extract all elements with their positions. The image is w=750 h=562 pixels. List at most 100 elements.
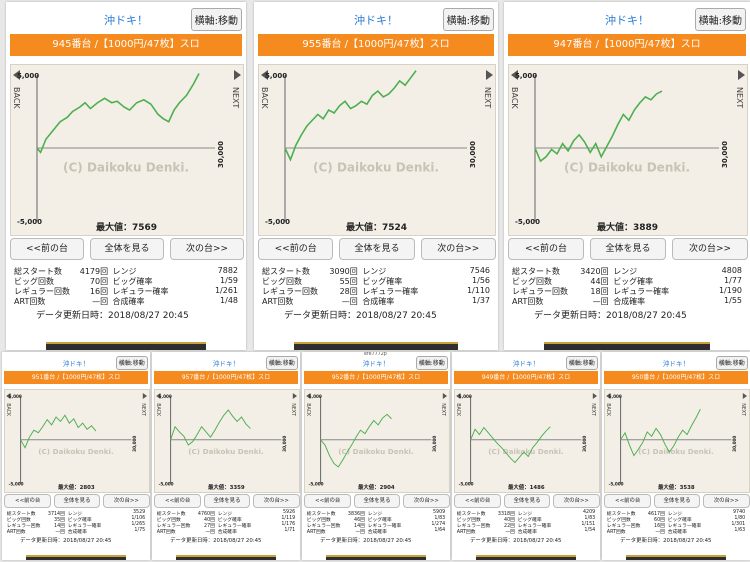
stats-row: レギュラー回数 27回 レギュラー確率 1/176 (157, 522, 295, 530)
bottom-bar-accent (26, 555, 126, 558)
stat-value: 16回 (654, 524, 665, 530)
stat-label: レギュラー確率 (112, 287, 169, 296)
stat-value: —回 (592, 297, 609, 306)
next-machine-button[interactable]: 次の台>> (170, 238, 244, 260)
axis-move-button[interactable]: 横軸:移動 (190, 8, 242, 31)
machine-header: 947番台 /【1000円/47枚】スロ (508, 34, 746, 56)
max-value: 7569 (132, 223, 158, 233)
stat-value: 1/274 (431, 522, 446, 528)
bottom-bar-accent (326, 555, 426, 558)
view-all-button[interactable]: 全体を見る (653, 493, 701, 508)
axis-move-button[interactable]: 横軸:移動 (565, 355, 598, 371)
view-all-button[interactable]: 全体を見る (339, 238, 415, 260)
stat-label: ART回数 (6, 530, 26, 536)
view-all-button[interactable]: 全体を見る (203, 493, 251, 508)
graph-area: BACK NEXT 5,000 -5,000 30,000 (C) Daikoku Den… (154, 389, 300, 494)
axis-move-button[interactable]: 横軸:移動 (442, 8, 494, 31)
stat-label: ART回数 (606, 530, 626, 536)
phone-screen-panel: 沖ドキ！ 横軸:移動 947番台 /【1000円/47枚】スロ BACK NEXT 5,0… (504, 2, 750, 350)
prev-machine-button[interactable]: <<前の台 (604, 493, 651, 508)
axis-move-button[interactable]: 横軸:移動 (694, 8, 746, 31)
stat-value: 18回 (590, 287, 609, 296)
stat-value: 44回 (590, 277, 609, 286)
stat-value: 3420回 (580, 267, 609, 276)
next-label: NEXT (735, 87, 744, 108)
phone-screen-panel: 沖ドキ！ 横軸:移動 957番台 /【1000円/47枚】スロ BACK NEXT 5,0… (152, 352, 300, 560)
prev-machine-button[interactable]: <<前の台 (454, 493, 501, 508)
stats-row: ART回数 —回 合成確率 1/55 (512, 296, 742, 306)
stat-value: 3318回 (497, 512, 515, 518)
stat-value: 40回 (504, 518, 515, 524)
prev-machine-button[interactable]: <<前の台 (508, 238, 584, 260)
axis-move-button[interactable]: 横軸:移動 (715, 355, 748, 371)
stat-label: レギュラー確率 (667, 524, 702, 530)
max-label: 最大値： (96, 223, 133, 233)
stat-value: —回 (655, 530, 665, 536)
stat-value: 1/56 (472, 276, 490, 285)
prev-machine-button[interactable]: <<前の台 (4, 493, 51, 508)
slump-line (470, 426, 552, 464)
next-machine-button[interactable]: 次の台>> (420, 238, 496, 260)
graph-area: BACK NEXT 5,000 -5,000 30,000 (C) Daikoku Den… (4, 389, 150, 494)
graph-area: BACK NEXT 5,000 -5,000 30,000 (C) Daikoku Den… (604, 389, 750, 494)
bottom-menu-bar (626, 555, 726, 560)
stat-value: 1/55 (724, 296, 742, 305)
stats-table: 総スタート数 4179回 レンジ 7882 ビッグ回数 70回 ビッグ確率 1/59 レギュラー… (14, 266, 238, 306)
view-all-button[interactable]: 全体を見る (90, 238, 164, 260)
x-end-label: 30,000 (733, 436, 738, 452)
stats-row: ART回数 —回 合成確率 1/37 (262, 296, 490, 306)
next-arrow-icon (234, 70, 241, 80)
stat-value: 1/80 (734, 516, 746, 522)
view-all-button[interactable]: 全体を見る (503, 493, 551, 508)
stats-table: 総スタート数 4760回 レンジ 5926 ビッグ回数 40回 ビッグ確率 1/119 レギュラ… (157, 510, 295, 535)
prev-machine-button[interactable]: <<前の台 (154, 493, 201, 508)
view-all-button[interactable]: 全体を見る (590, 238, 666, 260)
stat-label: ビッグ回数 (306, 518, 331, 524)
next-machine-button[interactable]: 次の台>> (253, 493, 300, 508)
stat-value: 1/110 (466, 286, 490, 295)
stat-label: ビッグ確率 (613, 277, 654, 286)
prev-machine-button[interactable]: <<前の台 (10, 238, 84, 260)
axis-move-button[interactable]: 横軸:移動 (115, 355, 148, 371)
stat-value: —回 (505, 530, 515, 536)
prev-machine-button[interactable]: <<前の台 (258, 238, 334, 260)
next-machine-button[interactable]: 次の台>> (403, 493, 450, 508)
next-machine-button[interactable]: 次の台>> (553, 493, 600, 508)
stats-row: レギュラー回数 16回 レギュラー確率 1/301 (607, 522, 745, 530)
view-all-button[interactable]: 全体を見る (353, 493, 401, 508)
x-end-label: 30,000 (583, 436, 588, 452)
stat-label: ART回数 (262, 297, 294, 306)
graph-area: BACK NEXT 5,000 -5,000 30,000 (C) Daikoku Den… (258, 64, 496, 236)
graph-area: BACK NEXT 5,000 -5,000 30,000 (C) Daikoku Den… (10, 64, 244, 236)
stat-value: 27回 (204, 524, 215, 530)
next-machine-button[interactable]: 次の台>> (103, 493, 150, 508)
stat-label: 総スタート数 (14, 267, 62, 276)
stats-table: 総スタート数 3090回 レンジ 7546 ビッグ回数 55回 ビッグ確率 1/56 レギュラー… (262, 266, 490, 306)
stats-row: レギュラー回数 16回 レギュラー確率 1/261 (14, 286, 238, 296)
stat-label: レンジ (667, 512, 683, 518)
graph-area: BACK NEXT 5,000 -5,000 30,000 (C) Daikoku Den… (454, 389, 600, 494)
next-arrow-icon (443, 393, 448, 400)
axis-move-button[interactable]: 横軸:移動 (415, 355, 448, 371)
view-all-button[interactable]: 全体を見る (53, 493, 101, 508)
stat-value: 60回 (654, 518, 665, 524)
stat-label: 総スタート数 (6, 512, 36, 518)
stats-row: ビッグ回数 40回 ビッグ確率 1/83 (457, 516, 595, 524)
axis-move-button[interactable]: 横軸:移動 (265, 355, 298, 371)
stat-label: ビッグ回数 (6, 518, 31, 524)
stats-row: 総スタート数 3090回 レンジ 7546 (262, 266, 490, 276)
y-bottom-label: -5,000 (309, 482, 324, 487)
stat-label: レンジ (367, 512, 383, 518)
watermark: (C) Daikoku Denki. (639, 447, 714, 456)
max-value-label: 最大値：7524 (346, 220, 407, 233)
next-machine-button[interactable]: 次の台>> (703, 493, 750, 508)
prev-machine-button[interactable]: <<前の台 (304, 493, 351, 508)
stat-value: 4179回 (79, 267, 109, 276)
max-value: 1486 (529, 484, 545, 491)
stats-table: 総スタート数 3420回 レンジ 4808 ビッグ回数 44回 ビッグ確率 1/77 レギュラー… (512, 266, 742, 306)
data-updated-time: データ更新日時：2018/08/27 20:45 (170, 537, 262, 544)
next-machine-button[interactable]: 次の台>> (672, 238, 748, 260)
page-title: 沖ドキ！ (662, 360, 690, 368)
back-label: BACK (605, 403, 611, 417)
watermark: (C) Daikoku Denki. (313, 160, 439, 174)
